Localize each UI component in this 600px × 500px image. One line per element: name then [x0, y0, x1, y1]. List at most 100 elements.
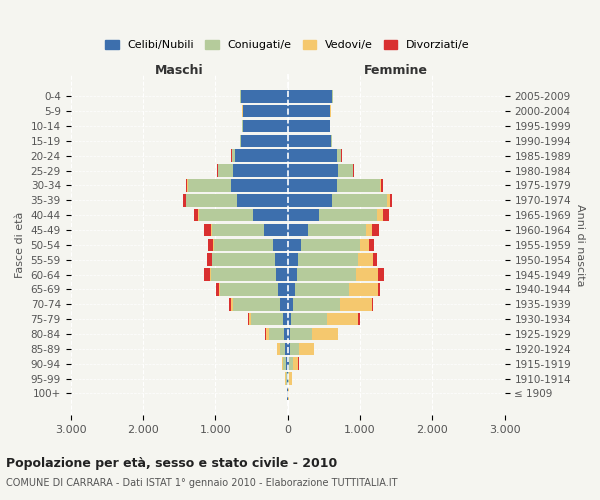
Text: COMUNE DI CARRARA - Dati ISTAT 1° gennaio 2010 - Elaborazione TUTTITALIA.IT: COMUNE DI CARRARA - Dati ISTAT 1° gennai… — [6, 478, 398, 488]
Bar — [284, 328, 287, 340]
Bar — [275, 254, 287, 266]
Bar — [287, 238, 301, 251]
Bar — [269, 328, 284, 340]
Bar — [332, 194, 387, 206]
Bar — [287, 328, 290, 340]
Bar — [210, 268, 211, 281]
Bar — [360, 238, 368, 251]
Bar — [265, 224, 287, 236]
Bar — [368, 238, 374, 251]
Bar — [297, 268, 356, 281]
Bar — [241, 90, 287, 102]
Bar — [293, 358, 298, 370]
Bar — [358, 254, 373, 266]
Bar — [287, 254, 298, 266]
Bar — [371, 224, 379, 236]
Y-axis label: Anni di nascita: Anni di nascita — [575, 204, 585, 286]
Bar — [331, 134, 332, 147]
Bar — [218, 164, 233, 177]
Bar — [280, 298, 287, 310]
Bar — [287, 120, 329, 132]
Bar — [287, 179, 337, 192]
Bar — [205, 268, 210, 281]
Bar — [371, 298, 373, 310]
Bar — [194, 209, 198, 222]
Bar — [219, 283, 220, 296]
Bar — [356, 268, 378, 281]
Bar — [277, 342, 280, 355]
Bar — [286, 372, 287, 385]
Bar — [381, 179, 383, 192]
Bar — [378, 283, 380, 296]
Bar — [188, 179, 231, 192]
Bar — [280, 342, 286, 355]
Bar — [287, 283, 295, 296]
Bar — [266, 328, 269, 340]
Bar — [287, 164, 338, 177]
Bar — [243, 105, 287, 118]
Bar — [231, 298, 233, 310]
Bar — [287, 298, 293, 310]
Text: Femmine: Femmine — [364, 64, 428, 77]
Bar — [235, 150, 287, 162]
Bar — [243, 120, 287, 132]
Bar — [273, 238, 287, 251]
Bar — [337, 150, 341, 162]
Bar — [287, 268, 297, 281]
Bar — [289, 372, 292, 385]
Bar — [338, 164, 353, 177]
Bar — [208, 238, 214, 251]
Bar — [232, 150, 235, 162]
Bar — [278, 283, 287, 296]
Bar — [287, 224, 308, 236]
Text: Maschi: Maschi — [155, 64, 203, 77]
Bar — [237, 194, 287, 206]
Bar — [377, 209, 383, 222]
Bar — [291, 313, 328, 326]
Bar — [287, 358, 289, 370]
Bar — [186, 179, 187, 192]
Bar — [212, 224, 265, 236]
Bar — [287, 313, 291, 326]
Bar — [383, 209, 389, 222]
Bar — [287, 209, 319, 222]
Bar — [220, 283, 278, 296]
Bar — [298, 254, 358, 266]
Bar — [214, 238, 273, 251]
Bar — [308, 224, 366, 236]
Bar — [216, 283, 219, 296]
Bar — [231, 179, 287, 192]
Bar — [240, 134, 241, 147]
Bar — [387, 194, 389, 206]
Bar — [328, 313, 358, 326]
Bar — [253, 209, 287, 222]
Bar — [299, 342, 314, 355]
Bar — [229, 298, 231, 310]
Bar — [287, 372, 289, 385]
Bar — [287, 90, 332, 102]
Bar — [287, 194, 332, 206]
Bar — [289, 358, 293, 370]
Bar — [241, 134, 287, 147]
Bar — [287, 105, 330, 118]
Bar — [290, 342, 299, 355]
Bar — [233, 298, 280, 310]
Bar — [295, 283, 349, 296]
Bar — [287, 150, 337, 162]
Bar — [186, 194, 237, 206]
Bar — [249, 313, 251, 326]
Bar — [287, 342, 290, 355]
Bar — [312, 328, 338, 340]
Bar — [290, 328, 312, 340]
Bar — [204, 224, 211, 236]
Bar — [340, 298, 371, 310]
Bar — [389, 194, 392, 206]
Bar — [282, 358, 283, 370]
Bar — [378, 268, 384, 281]
Bar — [319, 209, 377, 222]
Bar — [358, 313, 359, 326]
Bar — [212, 254, 275, 266]
Bar — [283, 358, 286, 370]
Bar — [373, 254, 377, 266]
Bar — [251, 313, 283, 326]
